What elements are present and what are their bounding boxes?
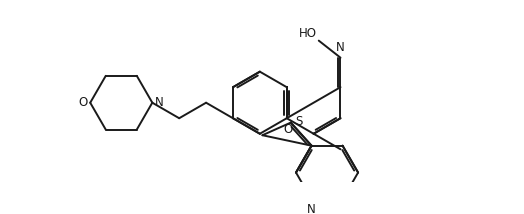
Text: HO: HO xyxy=(299,27,316,40)
Text: N: N xyxy=(307,203,316,214)
Text: O: O xyxy=(284,123,293,136)
Text: O: O xyxy=(78,96,87,109)
Text: N: N xyxy=(336,41,345,54)
Text: S: S xyxy=(295,115,302,128)
Text: N: N xyxy=(155,96,164,109)
